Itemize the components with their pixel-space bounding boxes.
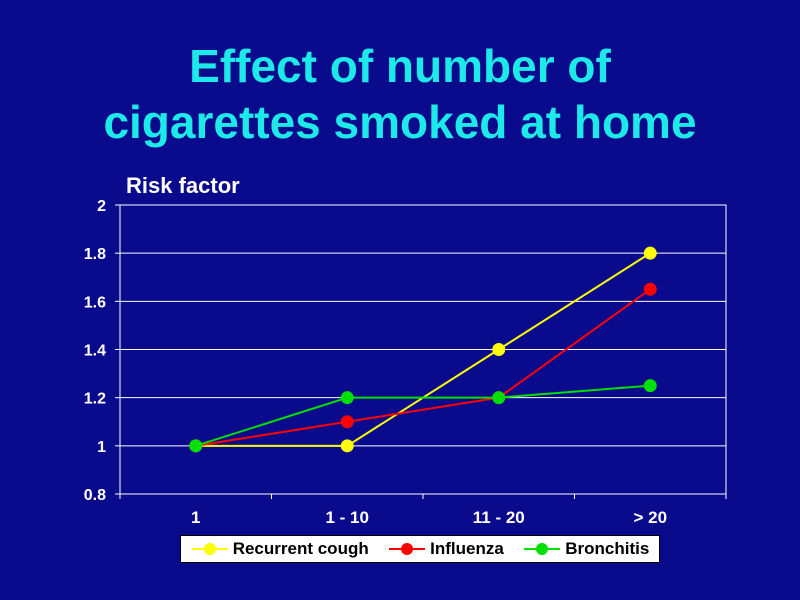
slide-title: Effect of number of cigarettes smoked at… [0, 38, 800, 150]
legend-swatch-marker [203, 543, 216, 555]
x-tick-label: 1 [191, 508, 200, 527]
y-tick-label: 1.8 [84, 246, 106, 263]
legend-label: Recurrent cough [232, 539, 369, 558]
x-tick-label: 11 - 20 [473, 508, 525, 527]
x-tick-label: 1 - 10 [326, 508, 369, 527]
y-tick-label: 1.6 [84, 294, 106, 311]
data-point [340, 439, 354, 453]
y-axis-label: Risk factor [126, 173, 240, 198]
legend-label: Influenza [430, 539, 504, 558]
data-point [643, 379, 657, 393]
data-point [340, 415, 354, 429]
data-point [643, 246, 657, 260]
data-point [492, 391, 506, 405]
x-tick-label: > 20 [633, 508, 667, 527]
chart-legend: Recurrent cough Influenza Bronchitis [180, 535, 660, 563]
y-tick-label: 1.4 [84, 343, 106, 360]
legend-swatch [524, 543, 561, 555]
y-tick-label: 0.8 [84, 487, 106, 504]
data-point [492, 343, 506, 356]
legend-swatch-marker [401, 543, 414, 555]
y-tick-label: 1.2 [84, 391, 106, 408]
legend-swatch-marker [536, 543, 549, 555]
legend-label: Bronchitis [565, 539, 650, 558]
legend-swatch [191, 543, 228, 555]
y-tick-label: 2 [97, 198, 106, 215]
series-line-1 [195, 288, 651, 447]
data-point [189, 439, 203, 453]
data-point [643, 282, 657, 296]
series-line-2 [195, 384, 651, 447]
legend-swatch [389, 543, 426, 555]
data-point [340, 391, 354, 405]
legend-item: Recurrent cough [191, 539, 369, 559]
legend-item: Influenza [388, 539, 504, 559]
slide-title-line-1: Effect of number of [189, 40, 611, 92]
slide-title-line-2: cigarettes smoked at home [103, 96, 697, 148]
y-tick-label: 1 [97, 439, 106, 456]
legend-item: Bronchitis [523, 539, 649, 559]
